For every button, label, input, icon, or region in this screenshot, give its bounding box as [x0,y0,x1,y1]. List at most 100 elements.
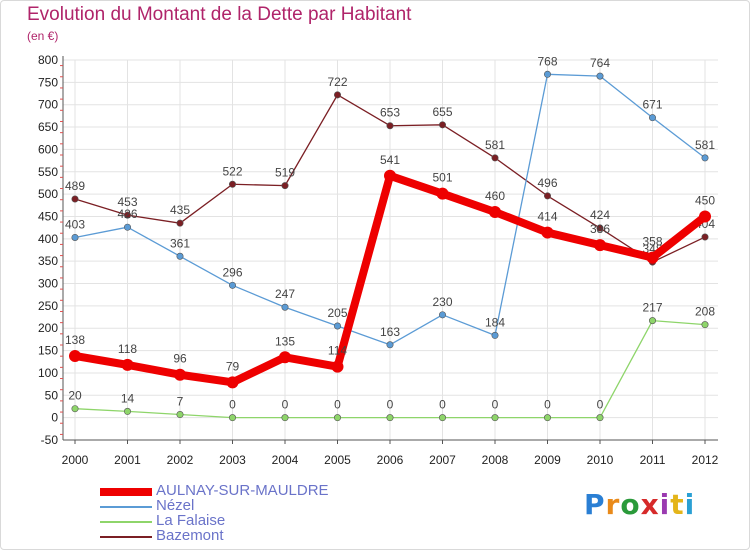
data-point [699,210,711,223]
data-label: 435 [170,203,190,217]
data-point [436,187,449,200]
data-point [333,322,341,330]
data-point [229,414,237,422]
legend-swatch [100,536,152,538]
x-tick-label: 2011 [640,453,666,467]
data-point [69,349,81,362]
data-label: 296 [222,265,242,279]
data-point [701,154,709,162]
data-label: 20 [68,389,82,403]
data-label: 722 [327,75,347,89]
y-tick-label: 400 [38,232,58,246]
data-label: 0 [597,398,604,412]
data-label: 496 [537,176,557,190]
y-tick-label: 450 [38,209,58,223]
data-label: 7 [177,395,184,409]
data-label: 403 [65,217,85,231]
data-label: 0 [282,398,289,412]
y-tick-label: 350 [38,254,58,268]
series-nezel: 403 426 361 296 247 205 163 230 184 768 764 671 581 [65,54,715,349]
data-point [543,414,551,422]
data-point [71,233,79,241]
data-point [124,223,132,231]
data-point [386,414,394,422]
data-point [333,414,341,422]
data-label: 414 [537,210,557,224]
x-tick-label: 2000 [62,453,89,467]
data-point [594,239,606,252]
data-point [646,251,659,264]
x-tick-label: 2006 [377,453,404,467]
data-point [491,154,499,162]
data-point [176,411,184,419]
y-tick-label: 150 [38,344,58,358]
data-point [438,414,446,422]
data-point [281,414,289,422]
y-tick-label: 600 [38,142,58,156]
chart-unit: (en €) [27,29,59,43]
data-point [491,414,499,422]
data-label: 764 [590,56,610,70]
data-label: 386 [590,222,610,236]
data-label: 453 [117,195,137,209]
data-point [333,91,341,99]
y-tick-label: 650 [38,120,58,134]
data-point [281,182,289,190]
y-tick-label: 700 [38,98,58,112]
data-label: 205 [327,306,347,320]
x-tick-label: 2004 [272,453,299,467]
legend-swatch [100,488,152,496]
series-aulnay-sur-mauldre: 138 118 96 79 135 114 541 501 460 414 386 358 450 [65,153,715,389]
data-label: 0 [439,398,446,412]
data-point [648,317,656,325]
y-tick-label: 300 [38,277,58,291]
y-tick-label: 250 [38,299,58,313]
data-point [176,219,184,227]
y-tick-label: 500 [38,187,58,201]
data-point [543,192,551,200]
data-label: 138 [65,333,85,347]
data-point [543,70,551,78]
data-point [489,206,501,218]
data-label: 358 [642,235,662,249]
data-point [71,195,79,203]
legend-swatch [100,521,152,523]
data-point [438,311,446,319]
data-point [279,351,291,364]
data-label: 768 [537,54,557,68]
data-label: 0 [492,398,499,412]
data-label: 581 [695,138,715,152]
legend-label: Bazemont [156,527,224,544]
data-point [229,180,237,188]
x-tick-label: 2012 [692,453,719,467]
data-point [331,360,344,373]
x-tick-label: 2007 [429,453,456,467]
data-label: 96 [173,352,187,366]
data-point [648,114,656,122]
x-tick-label: 2005 [324,453,351,467]
legend-label: Nézel [156,497,195,514]
chart-title: Evolution du Montant de la Dette par Hab… [27,4,412,25]
data-label: 522 [222,164,242,178]
data-point [124,407,132,415]
data-point [281,303,289,311]
data-label: 501 [432,171,452,185]
series-la-falaise: 20 14 7 0 0 0 0 0 0 0 0 217 208 [68,301,715,422]
legend-swatch [100,506,152,508]
data-label: 230 [432,295,452,309]
x-tick-label: 2002 [167,453,194,467]
x-tick-label: 2003 [219,453,246,467]
data-label: 541 [380,153,400,167]
data-label: 450 [695,193,715,207]
data-point [701,321,709,329]
data-point [438,121,446,129]
proxiti-logo: Proxiti [584,488,696,521]
data-label: 0 [387,398,394,412]
data-label: 14 [121,391,135,405]
data-label: 79 [226,359,240,373]
x-tick-label: 2001 [114,453,141,467]
y-tick-label: 800 [38,53,58,67]
data-point [541,226,554,239]
legend-label: AULNAY-SUR-MAULDRE [156,482,329,499]
